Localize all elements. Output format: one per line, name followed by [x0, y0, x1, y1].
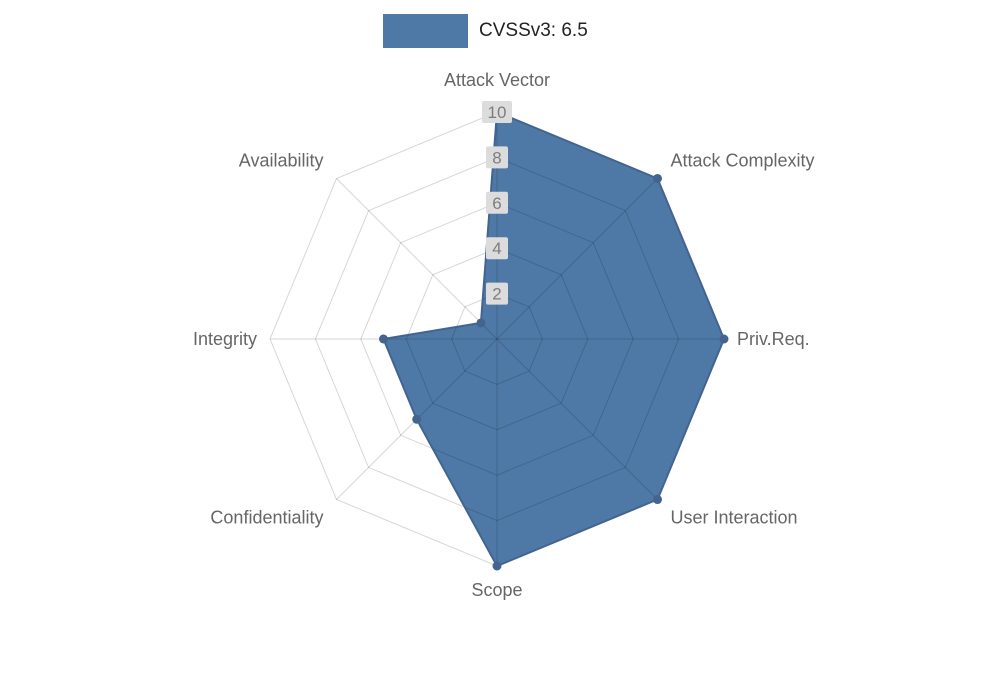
radar-series-point — [412, 414, 422, 424]
radar-series-area — [383, 112, 724, 566]
radar-grid-ring — [314, 156, 680, 522]
radar-tick-bg — [482, 101, 512, 123]
radar-tick-bg — [486, 237, 508, 260]
radar-tick-label: 6 — [492, 194, 501, 213]
axis-label-attack-vector: Attack Vector — [444, 70, 550, 90]
radar-series-point — [653, 173, 663, 183]
radar-axis-line — [496, 338, 658, 500]
axis-label-confidentiality: Confidentiality — [210, 508, 323, 528]
legend-swatch — [383, 14, 468, 48]
legend-item[interactable]: CVSSv3: 6.5 — [383, 14, 588, 48]
radar-tick-label: 4 — [492, 239, 501, 258]
radar-axis-line — [496, 178, 658, 340]
axis-label-integrity: Integrity — [193, 329, 257, 349]
radar-grid-ring — [360, 202, 634, 476]
radar-tick-label: 10 — [488, 103, 507, 122]
radar-series-point — [492, 561, 502, 571]
axis-label-priv-req: Priv.Req. — [737, 329, 810, 349]
radar-axis-line — [336, 178, 498, 340]
radar-tick-bg — [486, 191, 508, 214]
radar-series-point — [719, 334, 729, 344]
radar-tick-bg — [486, 282, 508, 305]
radar-tick-bg — [486, 146, 508, 169]
radar-series-point — [653, 495, 663, 505]
axis-label-scope: Scope — [471, 580, 522, 600]
radar-tick-label: 8 — [492, 148, 501, 167]
axis-label-attack-complexity: Attack Complexity — [671, 150, 815, 170]
axis-label-availability: Availability — [239, 150, 324, 170]
radar-series-point — [476, 318, 486, 328]
radar-series-point — [379, 334, 388, 344]
legend-label: CVSSv3: 6.5 — [479, 20, 588, 41]
radar-tick-label: 2 — [492, 285, 501, 304]
axis-label-user-interaction: User Interaction — [671, 508, 798, 528]
radar-grid-ring — [405, 247, 589, 431]
radar-grid-ring — [451, 293, 543, 385]
